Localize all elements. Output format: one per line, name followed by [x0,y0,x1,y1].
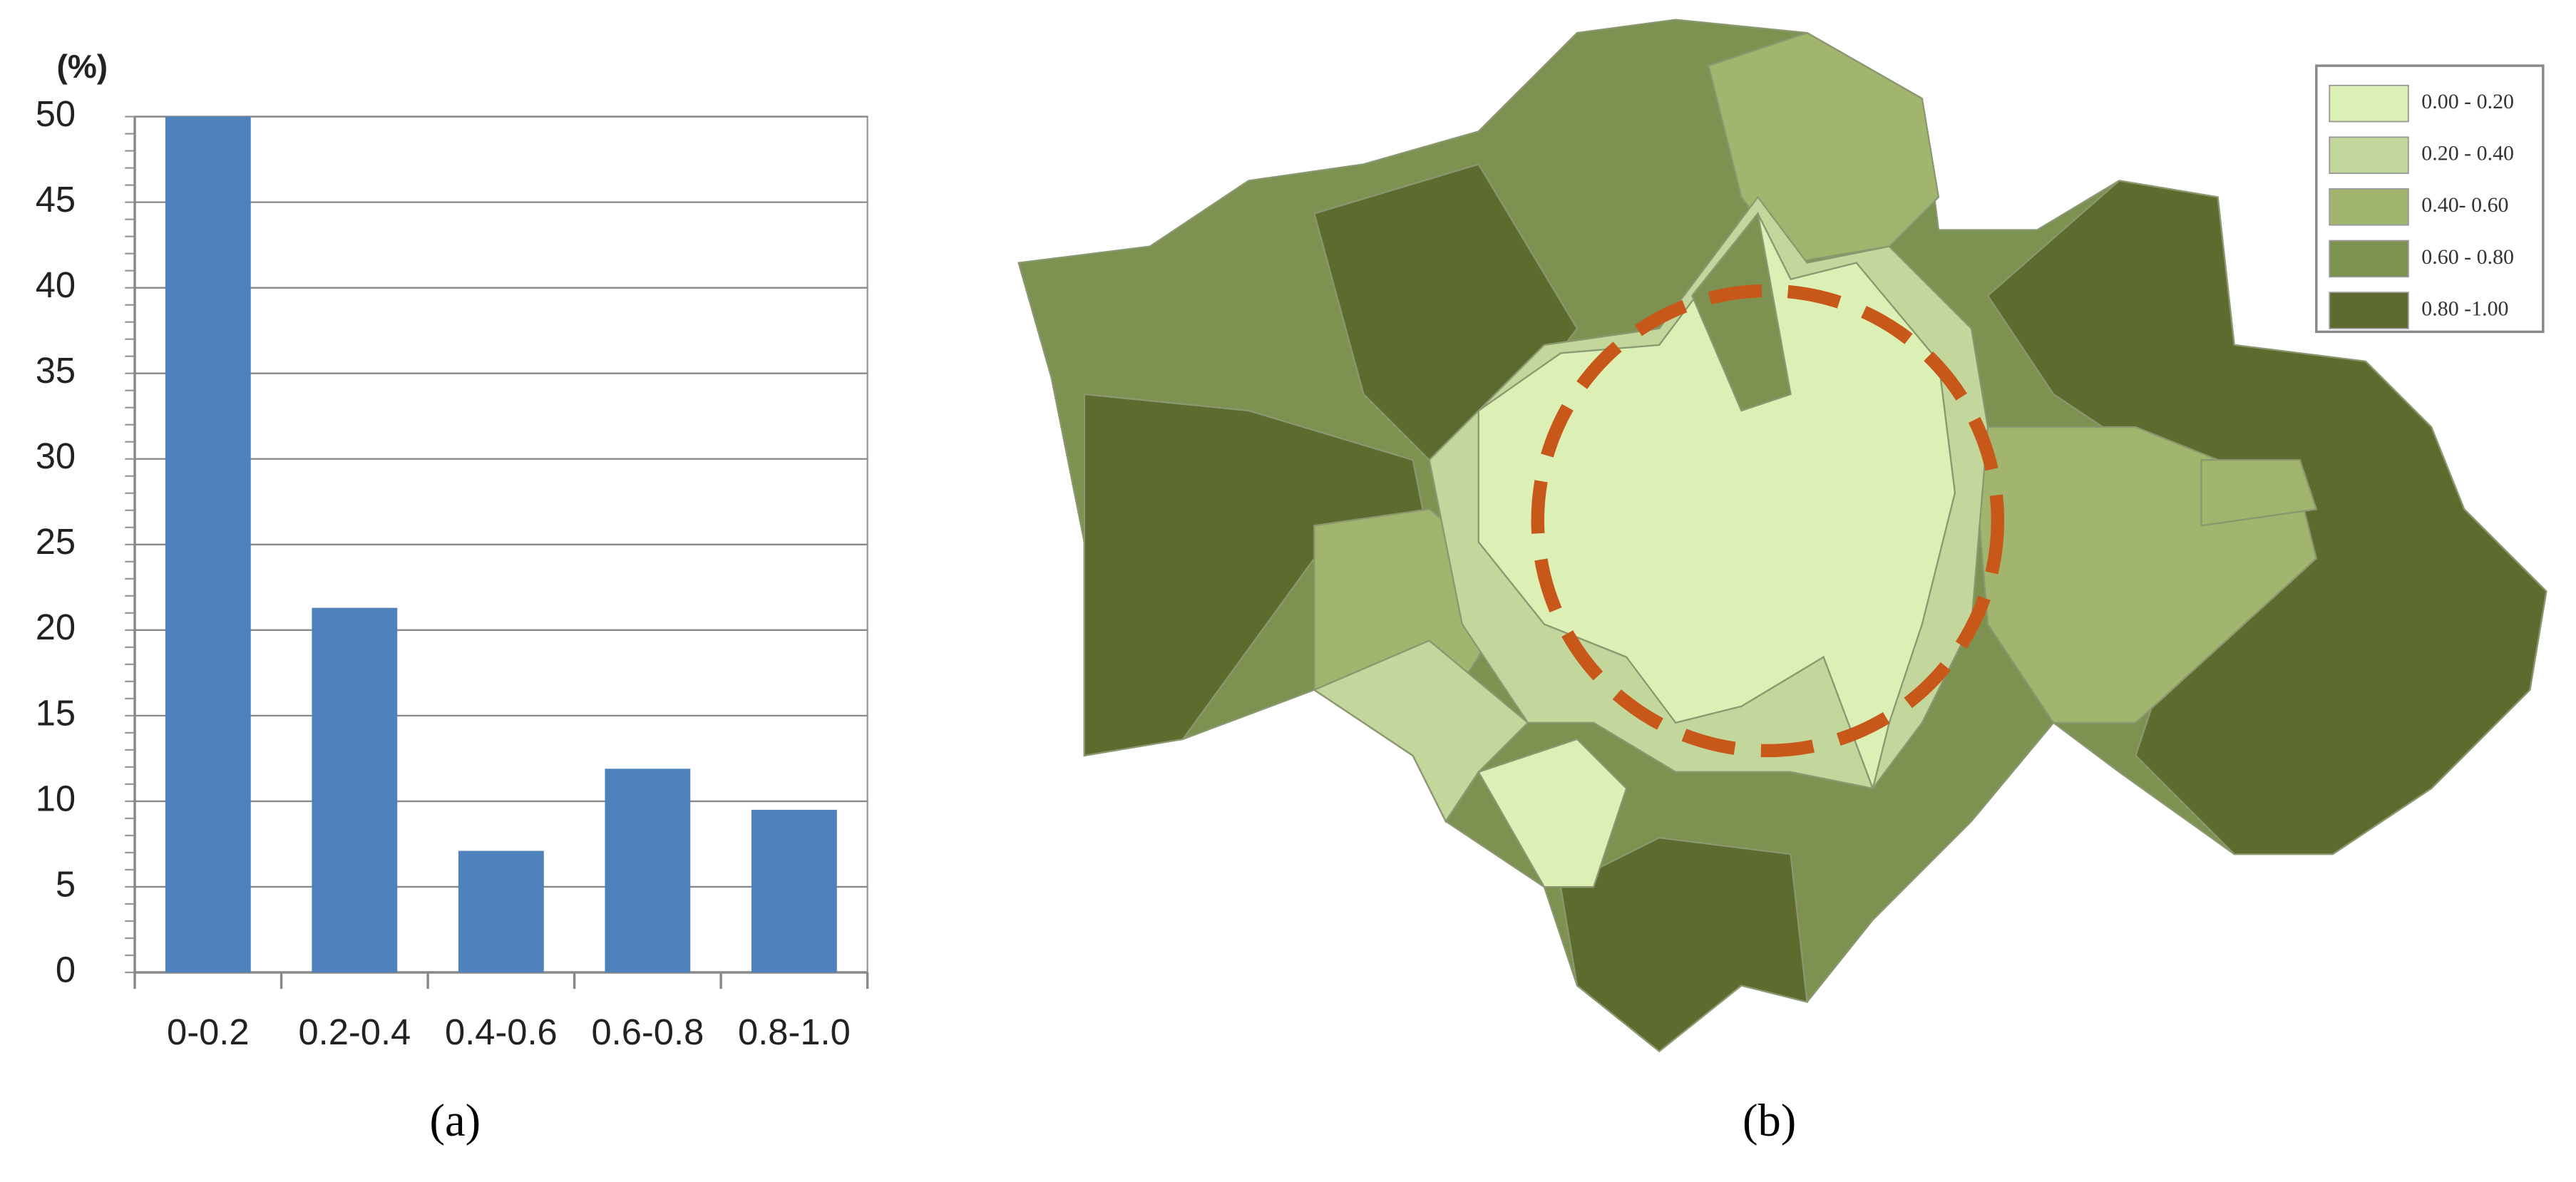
bar [312,607,398,973]
legend-swatch [2329,84,2409,123]
legend-swatch [2329,188,2409,226]
y-tick-label: 30 [36,436,76,476]
y-tick-label: 10 [36,778,76,818]
x-tick-label: 0-0.2 [167,1012,250,1052]
y-tick-label: 15 [36,692,76,733]
y-axis-label: (%) [56,48,108,85]
map-region [1477,738,1628,888]
legend-swatch [2329,292,2409,329]
y-tick-label: 5 [56,863,76,904]
caption: (a) [430,1095,481,1146]
y-tick-label: 40 [36,264,76,305]
x-tick-label: 0.6-0.8 [591,1012,704,1052]
legend-label: 0.00 - 0.20 [2421,90,2514,113]
legend-label: 0.60 - 0.80 [2421,245,2514,269]
x-tick-label: 0.8-1.0 [738,1012,851,1052]
y-tick-label: 35 [36,350,76,391]
bar [165,116,251,973]
caption: (b) [1743,1095,1796,1146]
map: 0.00 - 0.20 0.20 - 0.40 0.40- 0.60 0.60 - 0… [1017,19,2547,1053]
map-region [1559,836,1808,1053]
map-region [1690,211,1792,412]
legend-swatch [2329,136,2409,174]
legend-label: 0.80 -1.00 [2421,297,2508,320]
y-tick-label: 50 [36,93,76,134]
x-tick-label: 0.4-0.6 [445,1012,558,1052]
bar [751,809,837,973]
legend-label: 0.40- 0.60 [2421,193,2508,217]
bar [458,850,544,973]
legend-label: 0.20 - 0.40 [2421,142,2514,165]
y-tick-label: 25 [36,521,76,562]
legend-swatch [2329,240,2409,278]
y-tick-label: 45 [36,179,76,220]
y-tick-label: 20 [36,607,76,647]
map-region [2200,458,2318,527]
bar [605,769,691,973]
y-tick-label: 0 [56,949,76,990]
x-tick-label: 0.2-0.4 [298,1012,411,1052]
highlight-circle [1531,284,2005,758]
